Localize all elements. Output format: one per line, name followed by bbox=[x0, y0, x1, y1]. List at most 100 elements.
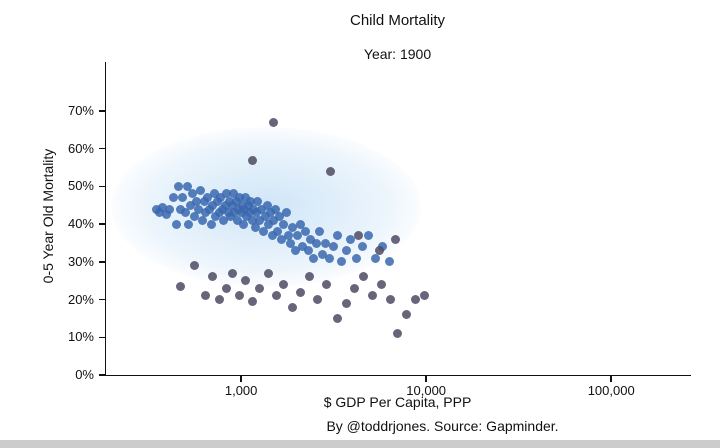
chart-title: Child Mortality bbox=[349, 12, 446, 29]
data-point bbox=[314, 227, 324, 237]
data-point bbox=[411, 295, 421, 305]
data-point bbox=[197, 215, 207, 225]
data-point bbox=[232, 215, 242, 225]
data-point bbox=[195, 185, 205, 195]
data-point bbox=[337, 257, 347, 267]
data-point bbox=[182, 181, 192, 191]
data-point bbox=[190, 212, 200, 222]
data-point bbox=[206, 219, 216, 229]
data-point bbox=[293, 230, 303, 240]
data-point bbox=[231, 197, 241, 207]
y-tick-label: 10% bbox=[67, 329, 94, 345]
data-point bbox=[247, 215, 257, 225]
data-point bbox=[185, 200, 195, 210]
data-point bbox=[324, 253, 334, 263]
data-point bbox=[346, 234, 355, 244]
scatter-plot-area: 0% 10% 20% 30% 40% 50% 60% 70% 1,000 10,000 100,00… bbox=[68, 62, 691, 398]
data-point bbox=[239, 219, 249, 229]
data-point bbox=[263, 268, 273, 278]
data-point bbox=[200, 291, 210, 301]
y-tick-mark bbox=[99, 110, 106, 112]
data-point bbox=[311, 238, 321, 248]
y-tick-mark bbox=[99, 374, 106, 376]
data-point bbox=[283, 230, 293, 240]
data-point bbox=[351, 253, 361, 263]
data-point bbox=[401, 310, 411, 320]
y-tick-label: 0% bbox=[75, 367, 94, 382]
data-point bbox=[207, 200, 217, 210]
x-tick-mark bbox=[425, 375, 427, 382]
data-point bbox=[184, 219, 194, 229]
y-tick-label: 30% bbox=[67, 253, 94, 269]
data-point bbox=[341, 246, 351, 256]
data-point bbox=[279, 279, 289, 289]
data-point bbox=[157, 202, 167, 212]
x-tick-mark bbox=[610, 375, 612, 382]
data-point bbox=[211, 212, 221, 222]
data-point bbox=[194, 204, 204, 214]
data-point bbox=[247, 155, 257, 165]
data-point bbox=[187, 189, 197, 199]
data-point bbox=[269, 117, 279, 127]
data-point bbox=[207, 272, 217, 282]
data-point bbox=[277, 234, 287, 244]
data-point bbox=[286, 238, 296, 248]
data-point bbox=[241, 276, 251, 286]
data-point bbox=[240, 204, 250, 214]
y-tick-mark bbox=[99, 298, 106, 301]
data-point bbox=[267, 230, 277, 240]
data-point bbox=[281, 208, 291, 218]
data-point bbox=[385, 295, 395, 305]
y-tick-mark bbox=[99, 336, 106, 339]
y-tick-label: 70% bbox=[67, 103, 94, 119]
data-point bbox=[209, 189, 219, 199]
data-point bbox=[328, 242, 338, 252]
data-point bbox=[390, 234, 400, 244]
data-point bbox=[308, 253, 318, 263]
data-point bbox=[305, 272, 315, 282]
data-point bbox=[154, 208, 164, 218]
data-point bbox=[235, 193, 245, 203]
y-tick-mark bbox=[99, 185, 106, 188]
data-point bbox=[295, 219, 305, 229]
data-point bbox=[376, 279, 386, 289]
data-point bbox=[367, 291, 377, 301]
data-point bbox=[303, 246, 313, 256]
data-point bbox=[251, 208, 261, 218]
data-point bbox=[359, 272, 369, 282]
y-tick-mark bbox=[99, 147, 106, 150]
data-point bbox=[222, 189, 232, 199]
y-tick-label: 50% bbox=[67, 178, 94, 194]
data-point bbox=[258, 227, 268, 237]
data-point bbox=[228, 268, 238, 278]
data-point bbox=[247, 296, 257, 306]
bottom-edge-bar bbox=[0, 440, 720, 448]
data-point bbox=[322, 279, 332, 289]
x-axis-label: $ GDP Per Capita, PPP bbox=[323, 394, 472, 410]
data-point bbox=[271, 204, 281, 214]
data-point bbox=[246, 197, 256, 207]
data-point bbox=[279, 219, 289, 229]
data-point bbox=[262, 200, 272, 210]
data-point bbox=[332, 230, 342, 240]
data-point bbox=[221, 283, 231, 293]
data-point bbox=[192, 197, 202, 207]
data-point bbox=[175, 204, 185, 214]
data-point bbox=[271, 291, 281, 301]
data-point bbox=[241, 193, 251, 203]
data-point bbox=[175, 281, 185, 291]
data-point bbox=[273, 227, 283, 237]
data-point bbox=[199, 197, 209, 207]
data-point bbox=[350, 283, 360, 293]
data-point bbox=[203, 193, 213, 203]
data-point bbox=[235, 291, 245, 301]
y-tick-mark bbox=[99, 223, 106, 225]
data-point bbox=[168, 193, 178, 203]
data-point bbox=[171, 219, 181, 229]
data-point bbox=[288, 302, 298, 312]
data-point bbox=[229, 189, 239, 199]
data-point bbox=[180, 208, 190, 218]
data-point bbox=[253, 197, 263, 207]
data-point bbox=[269, 215, 279, 225]
